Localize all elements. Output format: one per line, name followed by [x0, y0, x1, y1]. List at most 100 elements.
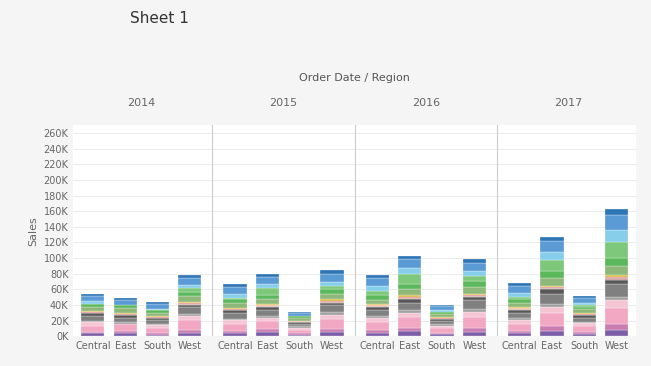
Bar [223, 299, 247, 303]
Bar [81, 307, 104, 311]
Bar [320, 294, 344, 299]
Bar [540, 330, 564, 336]
Bar [605, 279, 628, 280]
Bar [463, 309, 486, 311]
Bar [573, 313, 596, 314]
Bar [146, 320, 169, 324]
Bar [320, 274, 344, 282]
Bar [508, 299, 531, 303]
Bar [540, 304, 564, 307]
Bar [540, 314, 564, 326]
Text: 2017: 2017 [554, 98, 582, 108]
Bar [573, 332, 596, 334]
Bar [288, 318, 311, 321]
Bar [605, 284, 628, 297]
Bar [288, 329, 311, 333]
Bar [398, 299, 421, 303]
Bar [256, 277, 279, 284]
Bar [508, 286, 531, 293]
Bar [288, 326, 311, 328]
Bar [540, 272, 564, 278]
Bar [463, 297, 486, 300]
Bar [573, 314, 596, 315]
Bar [573, 318, 596, 322]
Bar [256, 304, 279, 305]
Bar [113, 313, 137, 314]
Bar [398, 317, 421, 328]
Bar [463, 259, 486, 263]
Bar [81, 322, 104, 326]
Bar [288, 316, 311, 318]
Bar [223, 287, 247, 294]
Bar [288, 312, 311, 313]
Bar [605, 300, 628, 308]
Bar [398, 274, 421, 284]
Bar [288, 328, 311, 329]
Bar [81, 311, 104, 312]
Bar [178, 304, 201, 305]
Bar [320, 302, 344, 303]
Bar [430, 326, 454, 328]
Bar [430, 318, 454, 319]
Bar [81, 326, 104, 332]
Bar [113, 306, 137, 308]
Bar [146, 310, 169, 313]
Bar [223, 307, 247, 309]
Bar [430, 310, 454, 311]
Bar [463, 328, 486, 332]
Bar [508, 310, 531, 313]
Bar [256, 274, 279, 277]
Bar [320, 301, 344, 302]
Bar [540, 260, 564, 272]
Bar [366, 278, 389, 286]
Bar [605, 231, 628, 242]
Bar [256, 321, 279, 329]
Bar [178, 320, 201, 329]
Bar [366, 295, 389, 299]
Bar [398, 268, 421, 274]
Bar [605, 308, 628, 324]
Bar [605, 266, 628, 275]
Bar [320, 299, 344, 300]
Bar [178, 305, 201, 307]
Bar [463, 276, 486, 281]
Bar [320, 329, 344, 332]
Bar [178, 303, 201, 304]
Bar [256, 288, 279, 295]
Bar [81, 313, 104, 314]
Bar [398, 289, 421, 295]
Bar [113, 315, 137, 318]
Bar [288, 335, 311, 336]
Bar [540, 252, 564, 260]
Bar [605, 297, 628, 300]
Bar [540, 326, 564, 330]
Text: Order Date / Region: Order Date / Region [299, 73, 410, 83]
Bar [430, 305, 454, 306]
Text: 2014: 2014 [127, 98, 156, 108]
Bar [223, 313, 247, 318]
Bar [113, 322, 137, 324]
Bar [605, 215, 628, 231]
Bar [113, 330, 137, 333]
Bar [605, 324, 628, 330]
Bar [366, 306, 389, 307]
Bar [605, 275, 628, 277]
Bar [223, 333, 247, 336]
Bar [146, 302, 169, 304]
Bar [81, 314, 104, 316]
Bar [508, 293, 531, 297]
Bar [81, 332, 104, 333]
Bar [223, 284, 247, 287]
Bar [398, 298, 421, 299]
Bar [398, 259, 421, 268]
Bar [320, 289, 344, 294]
Bar [605, 209, 628, 215]
Bar [540, 289, 564, 294]
Bar [146, 318, 169, 320]
Bar [223, 318, 247, 320]
Bar [463, 287, 486, 294]
Bar [430, 321, 454, 324]
Bar [320, 305, 344, 312]
Bar [113, 308, 137, 313]
Bar [320, 303, 344, 305]
